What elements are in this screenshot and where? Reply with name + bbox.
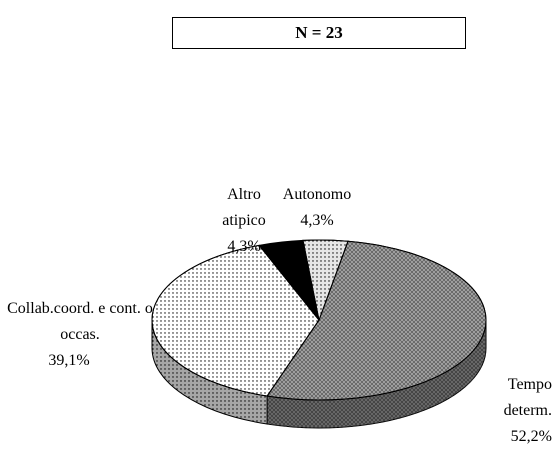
slice-texture — [151, 244, 320, 397]
category-name: Autonomo — [282, 186, 352, 203]
category-name: Altro atipico — [222, 186, 266, 229]
chart-title: N = 23 — [172, 17, 466, 49]
slice-label: Autonomo 4,3% — [272, 182, 362, 234]
slice-label: Tempo determ. 52,2% — [420, 372, 552, 450]
value-label: 4,3% — [300, 212, 334, 229]
category-name: Tempo determ. — [503, 376, 552, 419]
slice-side-shade — [152, 320, 268, 425]
slice-texture — [302, 239, 349, 322]
slice-texture — [266, 240, 487, 401]
value-label: 52,2% — [510, 428, 552, 445]
slice-label: Altro atipico 4,3% — [200, 182, 288, 260]
category-name: Collab.coord. e cont. o occas. — [7, 300, 153, 343]
slice-side-shade — [267, 320, 486, 429]
value-label: 39,1% — [48, 352, 90, 369]
slice-label: Collab.coord. e cont. o occas. 39,1% — [0, 296, 168, 374]
value-label: 4,3% — [227, 238, 261, 255]
